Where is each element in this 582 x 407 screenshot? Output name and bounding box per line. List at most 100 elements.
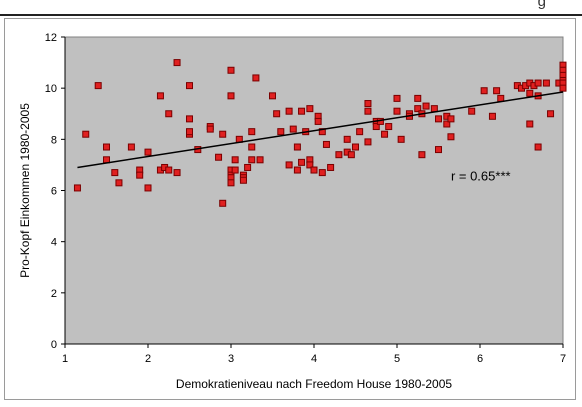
data-point (364, 107, 372, 115)
data-point (269, 92, 276, 100)
data-point (318, 169, 326, 177)
data-point (488, 112, 496, 120)
y-tick-label: 12 (45, 32, 57, 44)
data-point (381, 130, 389, 138)
data-point (447, 133, 455, 141)
x-tick-label: 5 (394, 353, 400, 365)
data-point (231, 166, 239, 174)
y-tick-label: 0 (51, 339, 57, 351)
data-point (285, 107, 293, 115)
data-point (385, 123, 393, 131)
y-tick-label: 4 (51, 237, 57, 249)
data-point (227, 179, 235, 187)
data-point (364, 138, 372, 146)
data-point (248, 156, 256, 164)
data-point (144, 184, 152, 192)
data-point (227, 66, 235, 74)
data-point (347, 151, 355, 159)
data-point (127, 143, 135, 151)
y-axis-title: Pro-Kopf Einkommen 1980-2005 (18, 103, 32, 278)
data-point (215, 153, 223, 161)
x-tick-label: 4 (311, 353, 317, 365)
data-point (289, 125, 297, 133)
x-tick-label: 3 (228, 353, 234, 365)
data-point (73, 184, 81, 192)
data-point (364, 100, 372, 108)
data-point (115, 179, 123, 187)
data-point (526, 120, 534, 128)
data-point (534, 143, 542, 151)
data-point (306, 105, 314, 113)
x-axis-title: Demokratieniveau nach Freedom House 1980… (176, 377, 452, 391)
data-point (414, 94, 422, 102)
y-tick-label: 2 (51, 288, 57, 300)
data-point (497, 94, 505, 102)
data-point (219, 199, 227, 207)
x-tick-label: 6 (477, 353, 483, 365)
data-point (248, 143, 256, 151)
x-tick-label: 1 (62, 353, 68, 365)
data-point (273, 110, 281, 118)
data-point (206, 125, 214, 133)
data-point (435, 146, 442, 154)
data-point (542, 79, 550, 87)
data-point (422, 102, 430, 110)
data-point (103, 143, 110, 151)
data-point (239, 176, 247, 184)
data-points (73, 59, 567, 207)
data-point (111, 169, 119, 177)
data-point (480, 87, 488, 95)
x-tick-label: 2 (145, 353, 151, 365)
data-point (547, 110, 555, 118)
data-point (293, 143, 301, 151)
plot-area (64, 36, 564, 345)
data-point (186, 82, 193, 90)
data-point (534, 79, 542, 87)
data-point (310, 166, 318, 174)
top-strip: g (0, 0, 582, 16)
data-point (165, 166, 173, 174)
data-point (397, 135, 405, 143)
data-point (352, 143, 359, 151)
data-point (244, 163, 252, 171)
data-point (165, 110, 173, 118)
data-point (314, 117, 322, 125)
y-tick-label: 10 (45, 83, 57, 95)
data-point (285, 161, 293, 169)
data-point (173, 59, 181, 67)
data-point (231, 156, 239, 164)
data-point (219, 130, 227, 138)
data-point (136, 171, 144, 179)
data-point (173, 169, 181, 177)
x-tick-label: 7 (560, 353, 566, 365)
data-point (298, 107, 306, 115)
trend-line (77, 91, 564, 169)
data-point (430, 105, 438, 113)
data-point (293, 166, 301, 174)
data-point (526, 89, 534, 97)
data-point (186, 115, 193, 123)
data-point (372, 123, 380, 131)
data-point (468, 107, 476, 115)
data-point (82, 130, 90, 138)
data-point (327, 163, 335, 171)
data-point (227, 92, 235, 100)
data-point (277, 128, 285, 136)
y-tick-label: 8 (51, 134, 57, 146)
data-point (435, 115, 442, 123)
cut-off-header-text: g (537, 0, 546, 10)
y-tick-label: 6 (51, 186, 57, 198)
data-point (443, 120, 451, 128)
data-point (356, 128, 364, 136)
data-point (252, 74, 260, 82)
chart-frame: 0 2 4 6 8 10 12 1 2 3 4 5 6 7 r = 0.65*** Demokratien… (4, 18, 576, 400)
data-point (248, 128, 256, 136)
data-point (306, 161, 314, 169)
data-point (144, 148, 152, 156)
data-point (393, 107, 401, 115)
data-point (186, 128, 193, 136)
data-point (493, 87, 501, 95)
data-point (156, 92, 164, 100)
